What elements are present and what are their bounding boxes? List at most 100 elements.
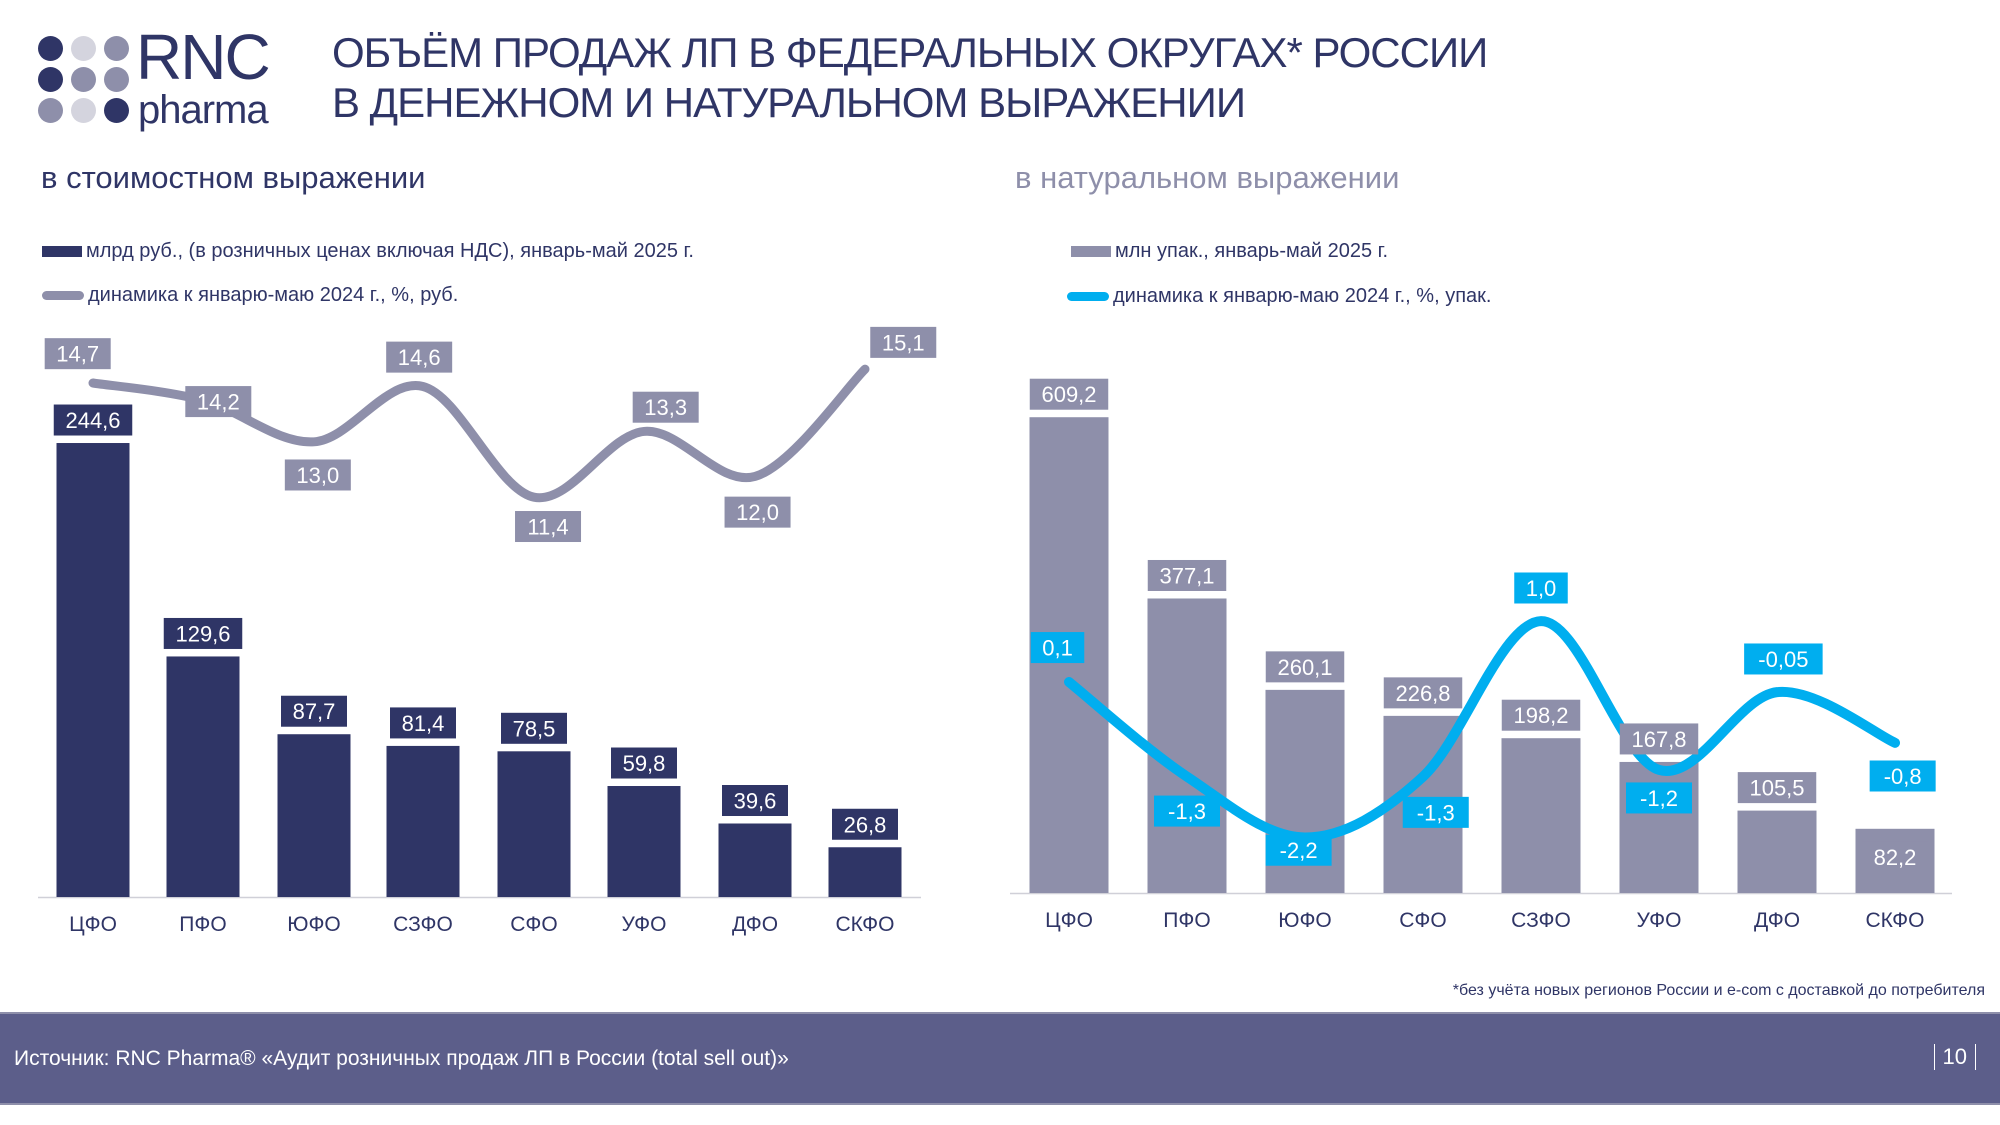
bar-value-label: 198,2 (1513, 703, 1568, 728)
line-value-label: 12,0 (736, 500, 779, 525)
bar-value-label-box (281, 695, 347, 727)
x-tick-label: ДФО (732, 913, 778, 936)
x-tick-label: УФО (622, 913, 667, 936)
bar-СЗФО (386, 745, 460, 897)
legend-label: млн упак., январь-май 2025 г. (1115, 240, 1389, 262)
footnote: *без учёта новых регионов России и e-com… (1452, 982, 1985, 999)
x-tick-label: СЗФО (393, 913, 453, 936)
title-line-1: ОБЪЁМ ПРОДАЖ ЛП В ФЕДЕРАЛЬНЫХ ОКРУГАХ* Р… (332, 29, 1488, 76)
bar-value-label: 244,6 (65, 408, 120, 433)
line-value-label-box (1626, 782, 1692, 814)
legend-label: динамика к январю-маю 2024 г., %, руб. (88, 284, 459, 306)
bar-СЗФО (1501, 738, 1581, 893)
bar-value-label-box (501, 712, 567, 744)
bar-value-label: 105,5 (1749, 776, 1804, 801)
legend-item-left-bar: млрд руб., (в розничных ценах включая НД… (42, 240, 694, 263)
bar-СКФО (828, 847, 902, 897)
x-tick-label: ДФО (1754, 909, 1800, 932)
x-tick-label: СКФО (836, 913, 895, 936)
line-value-label: -1,3 (1168, 799, 1206, 824)
line-value-label: 0,1 (1042, 636, 1073, 661)
line-value-label: 11,4 (527, 515, 568, 540)
line-value-label: 14,7 (56, 342, 99, 367)
line-value-label-box (724, 496, 791, 528)
bar-value-label: 167,8 (1631, 727, 1686, 752)
x-tick-label: СКФО (1866, 909, 1925, 932)
bar-value-label: 87,7 (293, 699, 336, 724)
title-line-2: В ДЕНЕЖНОМ И НАТУРАЛЬНОМ ВЫРАЖЕНИИ (332, 79, 1246, 126)
x-tick-label: ЦФО (69, 913, 117, 936)
page-title: ОБЪЁМ ПРОДАЖ ЛП В ФЕДЕРАЛЬНЫХ ОКРУГАХ* Р… (332, 28, 1488, 128)
x-tick-label: СЗФО (1511, 909, 1571, 932)
line-value-label: 1,0 (1526, 576, 1557, 601)
bar-value-label: 609,2 (1041, 382, 1096, 407)
bar-value-label-box (1383, 677, 1463, 709)
x-tick-label: УФО (1637, 909, 1682, 932)
x-tick-label: ПФО (179, 913, 226, 936)
line-value-label-box (386, 341, 453, 373)
line-value-label-box (1265, 834, 1332, 866)
left-chart-title: в стоимостном выражении (41, 160, 426, 195)
line-value-label-box (1514, 572, 1568, 604)
line-value-label-box (515, 511, 582, 543)
bar-value-label-box (1737, 772, 1817, 804)
legend-item-right-bar: млн упак., январь-май 2025 г. (1071, 240, 1388, 263)
bar-value-label-box (611, 747, 677, 779)
right-chart-title: в натуральном выражении (1015, 160, 1400, 195)
line-value-label: 14,2 (197, 390, 240, 415)
bar-value-label: 129,6 (175, 621, 230, 646)
x-tick-label: ЦФО (1045, 909, 1093, 932)
line-value-label: 14,6 (398, 345, 441, 370)
legend-swatch (1067, 292, 1109, 301)
bar-ПФО (1147, 598, 1227, 893)
bar-value-label: 26,8 (844, 812, 887, 837)
rnc-pharma-logo: RNC pharma (38, 25, 298, 134)
line-value-label: 13,0 (296, 463, 339, 488)
line-value-label-box (185, 386, 252, 418)
line-value-label: -2,2 (1280, 838, 1318, 863)
line-value-label-box (632, 391, 699, 423)
line-value-label: -1,2 (1640, 786, 1678, 811)
bar-value-label-box (832, 808, 898, 840)
bar-value-label: 59,8 (623, 751, 666, 776)
line-value-label-box (870, 326, 937, 358)
line-value-label-box (1402, 796, 1469, 828)
bar-ПФО (166, 656, 240, 897)
line-value-label-box (1744, 643, 1823, 675)
bar-value-label: 226,8 (1395, 681, 1450, 706)
line-value-label-box (44, 338, 111, 370)
legend-swatch (42, 291, 84, 300)
line-value-label: -0,8 (1884, 764, 1922, 789)
bar-value-label: 377,1 (1159, 563, 1214, 588)
bar-value-label: 81,4 (402, 711, 445, 736)
footer-bar: Источник: RNC Pharma® «Аудит розничных п… (0, 1012, 2000, 1105)
bar-value-label-box (1862, 841, 1928, 873)
bar-value-label-box (1501, 699, 1581, 731)
bar-ЮФО (277, 734, 351, 897)
x-tick-label: СФО (510, 913, 557, 936)
page-number: 10 (1933, 1044, 1976, 1070)
bar-value-label-box (163, 617, 243, 649)
bar-ЦФО (56, 443, 130, 897)
bar-value-label-box (722, 785, 788, 817)
bar-value-label-box (1147, 559, 1227, 591)
bar-СФО (497, 751, 571, 897)
bar-value-label-box (1265, 651, 1345, 683)
legend-label: динамика к январю-маю 2024 г., %, упак. (1113, 285, 1492, 307)
legend-item-left-line: динамика к январю-маю 2024 г., %, руб. (42, 284, 458, 307)
line-value-label-box (284, 459, 351, 491)
x-tick-label: СФО (1399, 909, 1446, 932)
bar-value-label: 39,6 (734, 789, 777, 814)
line-value-label-box (1869, 760, 1936, 792)
bar-value-label: 82,2 (1874, 845, 1917, 870)
line-value-label-box (1030, 632, 1085, 664)
bar-value-label-box (53, 404, 133, 436)
charts-canvas: ЦФО ПФО ЮФО СЗФО СФО УФО ДФО СКФО 244,6 129,6 87,7… (38, 326, 1952, 936)
legend-item-right-line: динамика к январю-маю 2024 г., %, упак. (1067, 285, 1491, 308)
bar-УФО (607, 786, 681, 897)
bar-value-label-box (1619, 723, 1699, 755)
legend-swatch (1071, 246, 1111, 257)
line-value-label-box (1154, 795, 1220, 827)
bar-ДФО (1737, 810, 1817, 893)
line-value-label: 13,3 (644, 395, 687, 420)
